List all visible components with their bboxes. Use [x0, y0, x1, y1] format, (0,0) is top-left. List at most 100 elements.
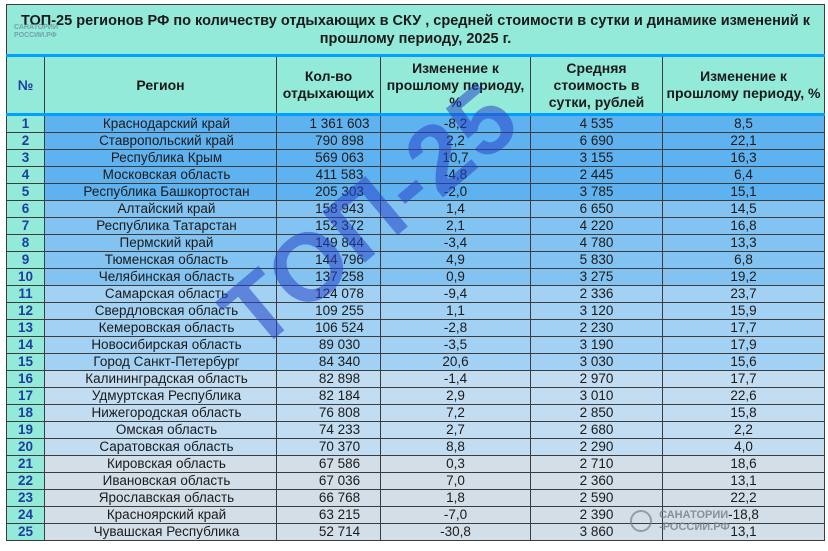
change-visitors-cell: 2,2: [380, 132, 531, 150]
table-row: 4 Московская область 411 583 -4,8 2 445 6,4: [6, 166, 826, 184]
visitors-cell: 158 943: [276, 200, 381, 218]
col-header-change-price: Изменение к прошлому периоду, %: [661, 55, 826, 116]
price-cell: 3 275: [530, 268, 663, 286]
table-body: 1 Краснодарский край 1 361 603 -8,2 4 535 8,5…: [6, 114, 826, 541]
regions-table: ТОП-25 регионов РФ по количеству отдыхаю…: [5, 4, 826, 541]
visitors-cell: 109 255: [276, 302, 381, 320]
row-number: 7: [6, 217, 45, 235]
region-cell: Республика Татарстан: [44, 217, 277, 235]
change-price-cell: 17,7: [661, 370, 826, 388]
region-cell: Саратовская область: [44, 438, 277, 456]
table-row: 17 Удмуртская Республика 82 184 2,9 3 010 22,…: [6, 387, 826, 405]
table-row: 15 Город Санкт-Петербург 84 340 20,6 3 030 15…: [6, 353, 826, 371]
row-number: 24: [6, 506, 45, 524]
row-number: 16: [6, 370, 45, 388]
table-row: 11 Самарская область 124 078 -9,4 2 336 23,7: [6, 285, 826, 303]
region-cell: Свердловская область: [44, 302, 277, 320]
change-visitors-cell: 2,9: [380, 387, 531, 405]
visitors-cell: 411 583: [276, 166, 381, 184]
price-cell: 2 445: [530, 166, 663, 184]
visitors-cell: 1 361 603: [276, 114, 381, 133]
visitors-cell: 67 586: [276, 455, 381, 473]
change-price-cell: 23,7: [661, 285, 826, 303]
change-visitors-cell: 7,0: [380, 472, 531, 490]
change-visitors-cell: -3,5: [380, 336, 531, 354]
row-number: 19: [6, 421, 45, 439]
visitors-cell: 76 808: [276, 404, 381, 422]
table-row: 9 Тюменская область 144 796 4,9 5 830 6,8: [6, 251, 826, 269]
region-cell: Чувашская Республика: [44, 523, 277, 541]
change-visitors-cell: 1,8: [380, 489, 531, 507]
change-visitors-cell: 1,4: [380, 200, 531, 218]
price-cell: 3 190: [530, 336, 663, 354]
region-cell: Челябинская область: [44, 268, 277, 286]
table-row: 23 Ярославская область 66 768 1,8 2 590 22,2: [6, 489, 826, 507]
visitors-cell: 790 898: [276, 132, 381, 150]
col-header-visitors: Кол-во отдыхающих: [276, 55, 381, 116]
col-header-price: Средняя стоимость в сутки, рублей: [530, 55, 663, 116]
change-visitors-cell: -30,8: [380, 523, 531, 541]
visitors-cell: 74 233: [276, 421, 381, 439]
change-visitors-cell: -2,8: [380, 319, 531, 337]
region-cell: Самарская область: [44, 285, 277, 303]
price-cell: 2 390: [530, 506, 663, 524]
visitors-cell: 569 063: [276, 149, 381, 167]
visitors-cell: 137 258: [276, 268, 381, 286]
price-cell: 3 860: [530, 523, 663, 541]
row-number: 22: [6, 472, 45, 490]
table-row: 21 Кировская область 67 586 0,3 2 710 18,6: [6, 455, 826, 473]
table-row: 1 Краснодарский край 1 361 603 -8,2 4 535 8,5: [6, 114, 826, 133]
row-number: 11: [6, 285, 45, 303]
price-cell: 2 336: [530, 285, 663, 303]
region-cell: Краснодарский край: [44, 114, 277, 133]
change-price-cell: 17,7: [661, 319, 826, 337]
change-visitors-cell: -4,8: [380, 166, 531, 184]
price-cell: 2 290: [530, 438, 663, 456]
visitors-cell: 82 898: [276, 370, 381, 388]
price-cell: 2 710: [530, 455, 663, 473]
region-cell: Пермский край: [44, 234, 277, 252]
region-cell: Удмуртская Республика: [44, 387, 277, 405]
row-number: 3: [6, 149, 45, 167]
change-price-cell: 15,8: [661, 404, 826, 422]
change-visitors-cell: -7,0: [380, 506, 531, 524]
change-price-cell: 6,8: [661, 251, 826, 269]
region-cell: Алтайский край: [44, 200, 277, 218]
visitors-cell: 205 303: [276, 183, 381, 201]
change-price-cell: 18,6: [661, 455, 826, 473]
title-line-1: ТОП-25 регионов РФ по количеству отдыхаю…: [21, 12, 810, 29]
region-cell: Московская область: [44, 166, 277, 184]
visitors-cell: 152 372: [276, 217, 381, 235]
price-cell: 4 535: [530, 114, 663, 133]
change-price-cell: 2,2: [661, 421, 826, 439]
change-price-cell: 14,5: [661, 200, 826, 218]
table-row: 3 Республика Крым 569 063 10,7 3 155 16,3: [6, 149, 826, 167]
price-cell: 6 690: [530, 132, 663, 150]
visitors-cell: 82 184: [276, 387, 381, 405]
region-cell: Красноярский край: [44, 506, 277, 524]
visitors-cell: 149 844: [276, 234, 381, 252]
change-price-cell: 16,8: [661, 217, 826, 235]
region-cell: Кемеровская область: [44, 319, 277, 337]
change-price-cell: -18,8: [661, 506, 826, 524]
row-number: 20: [6, 438, 45, 456]
row-number: 10: [6, 268, 45, 286]
row-number: 8: [6, 234, 45, 252]
price-cell: 2 590: [530, 489, 663, 507]
price-cell: 6 650: [530, 200, 663, 218]
visitors-cell: 63 215: [276, 506, 381, 524]
visitors-cell: 70 370: [276, 438, 381, 456]
title-line-2: прошлому периоду, 2025 г.: [319, 30, 512, 47]
change-price-cell: 22,1: [661, 132, 826, 150]
change-price-cell: 13,3: [661, 234, 826, 252]
visitors-cell: 52 714: [276, 523, 381, 541]
price-cell: 4 780: [530, 234, 663, 252]
price-cell: 3 030: [530, 353, 663, 371]
visitors-cell: 66 768: [276, 489, 381, 507]
change-price-cell: 16,3: [661, 149, 826, 167]
change-visitors-cell: -8,2: [380, 114, 531, 133]
visitors-cell: 106 524: [276, 319, 381, 337]
change-visitors-cell: 7,2: [380, 404, 531, 422]
change-price-cell: 15,6: [661, 353, 826, 371]
change-price-cell: 6,4: [661, 166, 826, 184]
